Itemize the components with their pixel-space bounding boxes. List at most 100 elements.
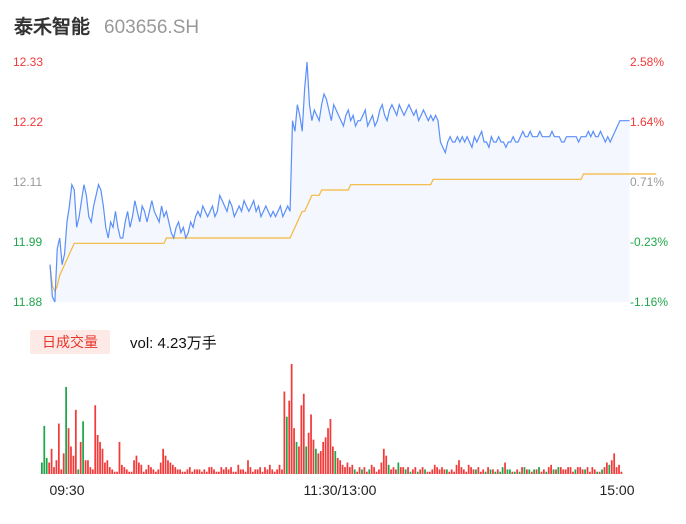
x-tick-label: 15:00 <box>599 482 634 498</box>
volume-bar <box>113 471 116 474</box>
volume-bar <box>162 448 164 474</box>
volume-bar <box>351 464 354 474</box>
volume-bar <box>62 453 65 475</box>
volume-bar <box>295 441 298 474</box>
volume-bar <box>414 467 417 475</box>
volume-bar <box>433 464 436 474</box>
volume-bar <box>87 460 89 474</box>
volume-bar <box>462 469 465 474</box>
volume-bar <box>227 469 230 474</box>
volume-bar <box>220 467 223 475</box>
volume-bar <box>453 471 455 474</box>
volume-bar <box>618 464 620 474</box>
volume-bar <box>426 471 429 474</box>
volume-bar <box>128 471 131 474</box>
volume-bar <box>472 469 475 474</box>
volume-bar <box>264 467 266 475</box>
volume-bar <box>225 467 228 475</box>
y-left-tick-label: 12.11 <box>13 175 42 189</box>
volume-bar <box>268 464 271 474</box>
volume-bar <box>615 467 618 475</box>
volume-bar <box>375 471 378 474</box>
volume-bar <box>397 462 400 474</box>
y-left-tick-label: 11.99 <box>13 235 42 249</box>
volume-bar <box>610 460 613 474</box>
volume-bar <box>407 467 409 475</box>
volume-bar <box>382 448 385 474</box>
volume-bar <box>475 469 477 474</box>
volume-bar <box>492 469 494 474</box>
volume-bar <box>395 469 397 474</box>
volume-bar <box>239 469 242 474</box>
volume-bar <box>564 469 567 474</box>
stock-name: 泰禾智能 <box>14 17 91 38</box>
volume-bar <box>443 469 446 474</box>
volume-bar <box>496 469 499 474</box>
volume-bar <box>545 471 548 474</box>
volume-bar <box>99 441 101 474</box>
volume-bar <box>596 471 599 474</box>
volume-bar <box>455 464 458 474</box>
volume-bar <box>370 464 373 474</box>
volume-header: 日成交量 vol: 4.23万手 <box>30 330 217 354</box>
volume-bar <box>271 469 274 474</box>
volume-bar <box>576 467 579 475</box>
volume-bar <box>373 467 375 475</box>
volume-bar <box>581 469 584 474</box>
volume-bar <box>276 469 278 474</box>
volume-bar <box>341 464 344 474</box>
volume-bar <box>191 471 194 474</box>
volume-bar <box>424 469 426 474</box>
volume-bar <box>259 467 261 475</box>
volume-tag[interactable]: 日成交量 <box>30 330 110 354</box>
price-area <box>50 62 630 302</box>
volume-bar <box>147 464 150 474</box>
volume-bar <box>218 471 220 474</box>
volume-bar <box>118 441 121 474</box>
volume-bar <box>48 462 51 474</box>
volume-bar <box>589 471 591 474</box>
volume-bar <box>312 439 315 475</box>
volume-bar <box>579 467 582 475</box>
volume-bar <box>538 467 540 475</box>
volume-bar <box>108 467 111 475</box>
volume-bar <box>140 464 143 474</box>
volume-bar <box>142 471 145 474</box>
volume-bar <box>67 428 70 474</box>
volume-bar <box>547 467 550 475</box>
volume-bar <box>562 469 565 474</box>
volume-bar <box>169 462 172 474</box>
volume-bar <box>154 471 157 474</box>
volume-bar <box>528 469 531 474</box>
volume-bar <box>96 435 99 474</box>
volume-bar <box>477 467 480 475</box>
volume-bar <box>557 467 560 475</box>
volume-bar <box>84 460 87 474</box>
volume-bar <box>300 405 303 474</box>
volume-bar <box>123 467 126 475</box>
volume-bar <box>230 467 232 475</box>
volume-bar <box>133 460 135 474</box>
volume-bar <box>521 467 523 475</box>
volume-bar <box>327 428 329 474</box>
volume-bar <box>542 469 545 474</box>
volume-bar <box>606 462 608 474</box>
volume-value: vol: 4.23万手 <box>130 334 217 352</box>
volume-bar <box>484 471 487 474</box>
y-right-tick-label: 1.64% <box>630 115 664 129</box>
volume-bar <box>450 469 453 474</box>
volume-bar <box>431 469 434 474</box>
volume-bar <box>460 467 463 475</box>
volume-bar <box>125 469 128 474</box>
volume-bar <box>465 471 468 474</box>
volume-bar <box>368 469 371 474</box>
volume-bar <box>57 423 60 474</box>
volume-bar <box>559 467 562 475</box>
volume-bar <box>404 469 407 474</box>
volume-bar <box>482 469 485 474</box>
stock-code: 603656.SH <box>104 17 200 38</box>
volume-bar <box>458 460 460 474</box>
volume-bar <box>208 467 211 475</box>
volume-bar <box>329 419 332 474</box>
volume-bar <box>94 405 97 474</box>
